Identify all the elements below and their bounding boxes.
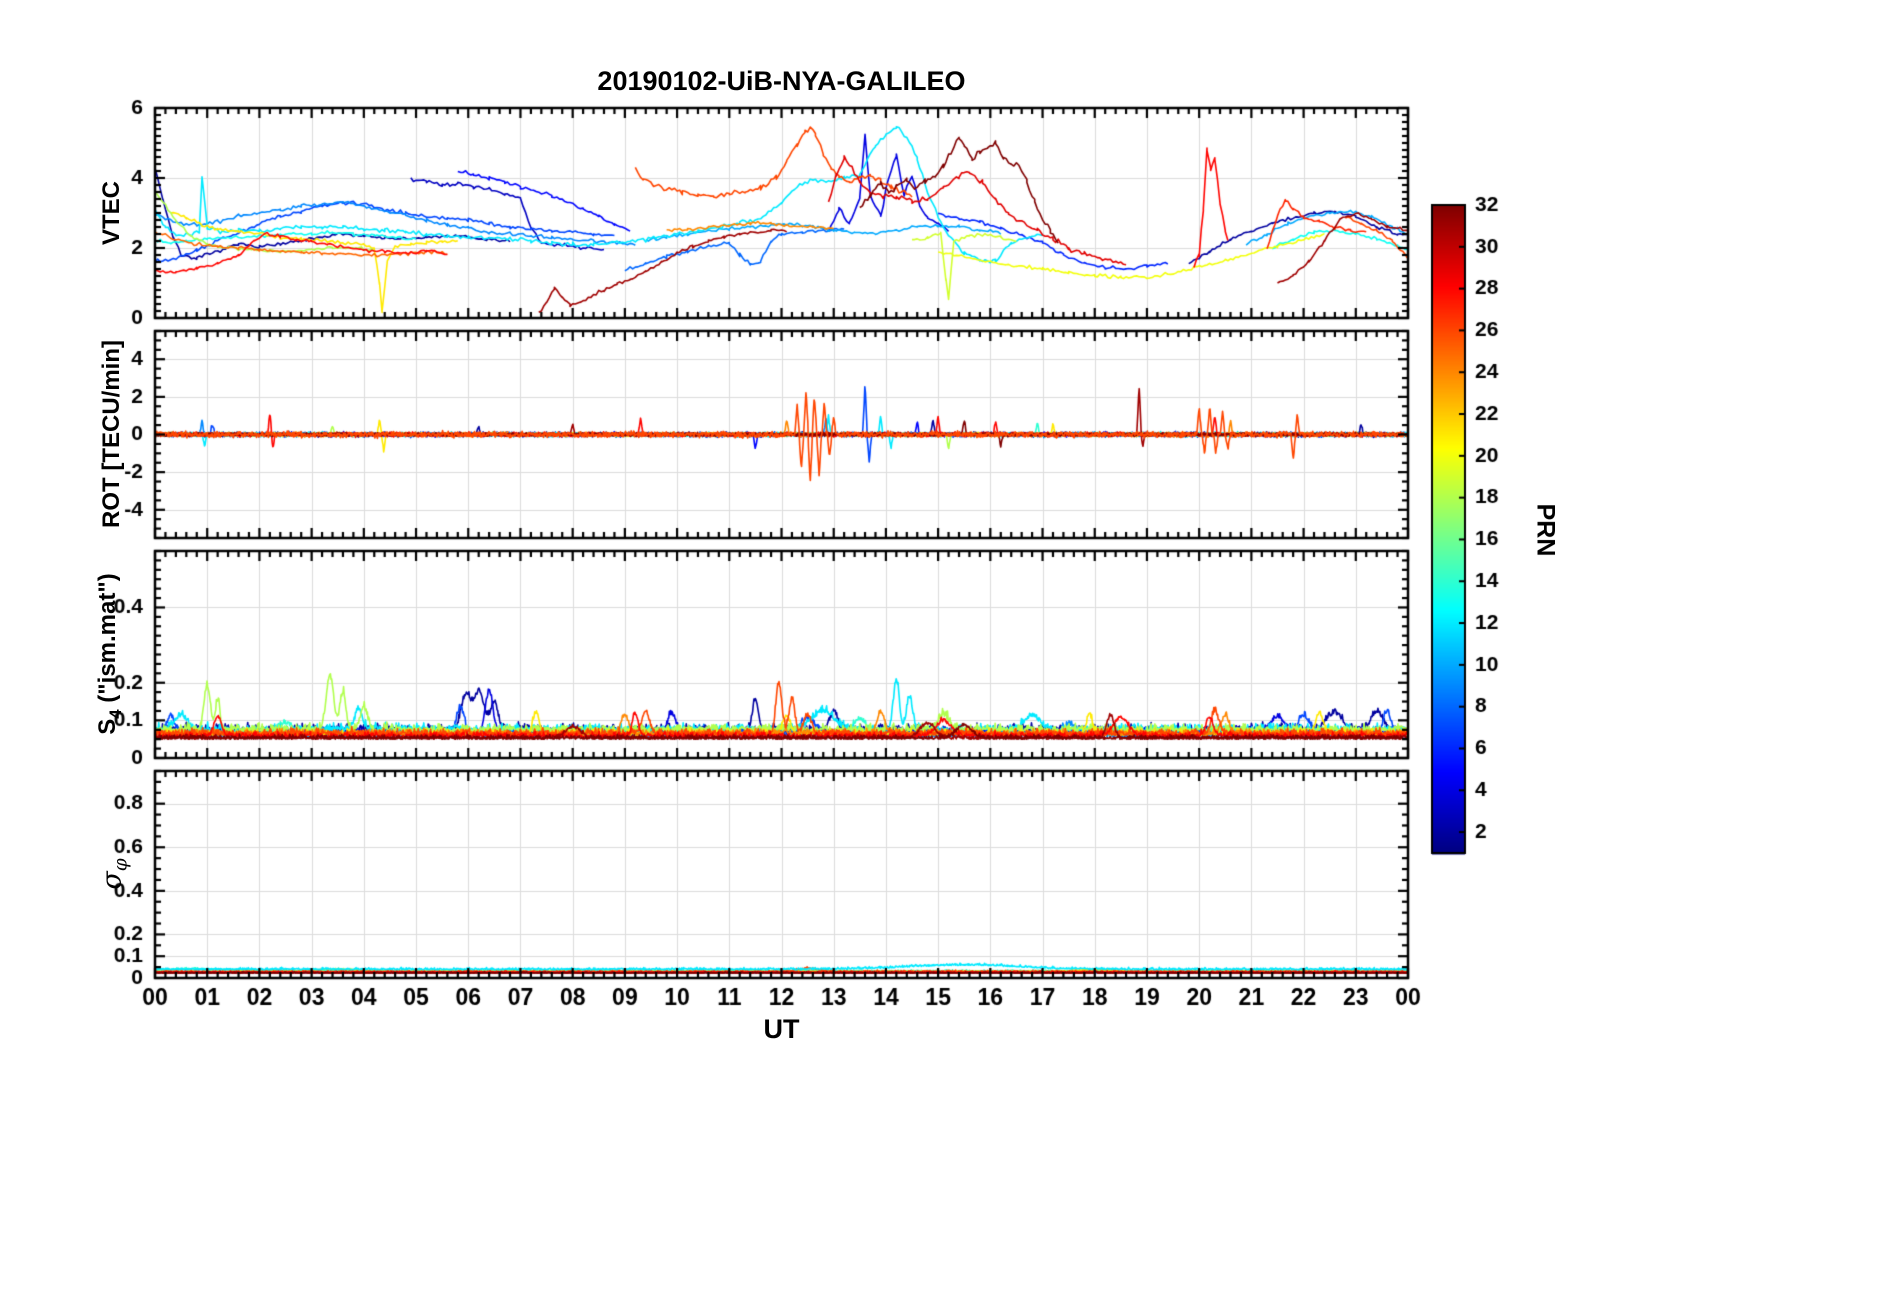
s4-label-main: S bbox=[94, 718, 122, 735]
colorbar-label-prn: PRN bbox=[1531, 503, 1560, 557]
chart-title: 20190102-UiB-NYA-GALILEO bbox=[597, 66, 966, 96]
y-axis-label-s4: S4 ("ism.mat") bbox=[94, 573, 126, 734]
y-axis-label-vtec: VTEC bbox=[98, 180, 125, 246]
x-axis-label-ut: UT bbox=[763, 1014, 800, 1044]
sigma-label-main: σ bbox=[96, 871, 128, 890]
s4-label-rest: ("ism.mat") bbox=[94, 573, 122, 710]
s4-label-sub: 4 bbox=[105, 709, 125, 719]
y-axis-label-sigma-phi: σφ bbox=[96, 858, 131, 889]
sigma-label-sub: φ bbox=[110, 858, 132, 872]
y-axis-label-rot: ROT [TECU/min] bbox=[98, 340, 125, 528]
